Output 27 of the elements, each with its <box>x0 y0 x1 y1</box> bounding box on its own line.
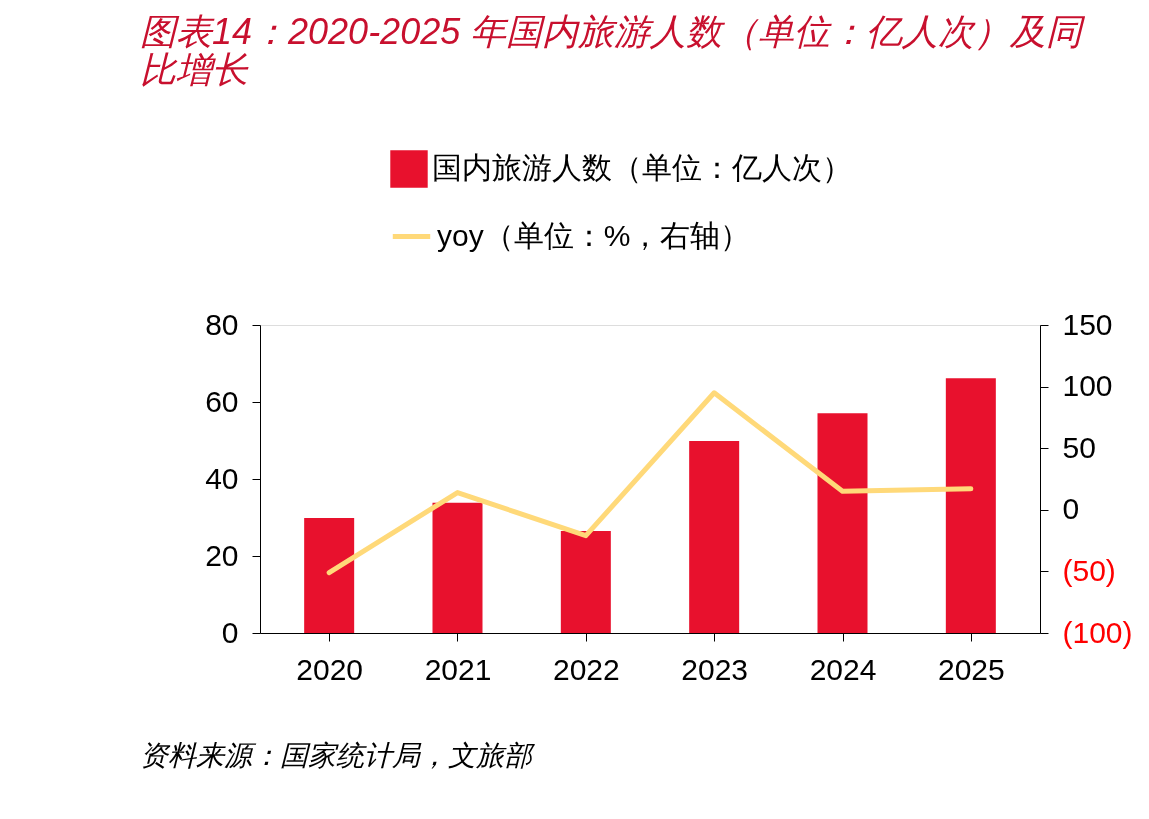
y2-tick-label: (50) <box>1062 553 1116 587</box>
text: 资料来源：国家统计局，文旅部 <box>140 740 535 771</box>
x-tick-label: 2022 <box>552 652 620 686</box>
y2-tick-label: 100 <box>1062 369 1113 403</box>
bar <box>945 378 996 633</box>
y-tick-label: 0 <box>221 615 239 649</box>
y2-tick-label: 0 <box>1062 492 1080 526</box>
legend-label: 国内旅游人数（单位：亿人次） <box>432 151 852 184</box>
bar <box>560 530 611 633</box>
y-tick-label: 80 <box>205 307 239 341</box>
bar <box>304 517 355 633</box>
y-tick-label: 40 <box>205 461 239 495</box>
y2-tick-label: 150 <box>1062 307 1113 341</box>
x-tick-label: 2024 <box>809 652 877 686</box>
y2-tick-label: (100) <box>1062 615 1133 649</box>
x-tick-label: 2025 <box>937 652 1005 686</box>
y-tick-label: 60 <box>205 384 239 418</box>
chart-title: 图表14：2020-2025 年国内旅游人数（单位：亿人次）及同比增长 <box>140 11 1087 90</box>
x-tick-label: 2020 <box>296 652 364 686</box>
bar <box>689 440 740 633</box>
y-tick-label: 20 <box>205 538 239 572</box>
bar <box>432 502 483 633</box>
x-tick-label: 2023 <box>681 652 749 686</box>
y2-tick-label: 50 <box>1062 430 1096 464</box>
legend-label: yoy（单位：%，右轴） <box>437 218 751 252</box>
bar <box>817 413 868 633</box>
x-tick-label: 2021 <box>424 652 492 686</box>
